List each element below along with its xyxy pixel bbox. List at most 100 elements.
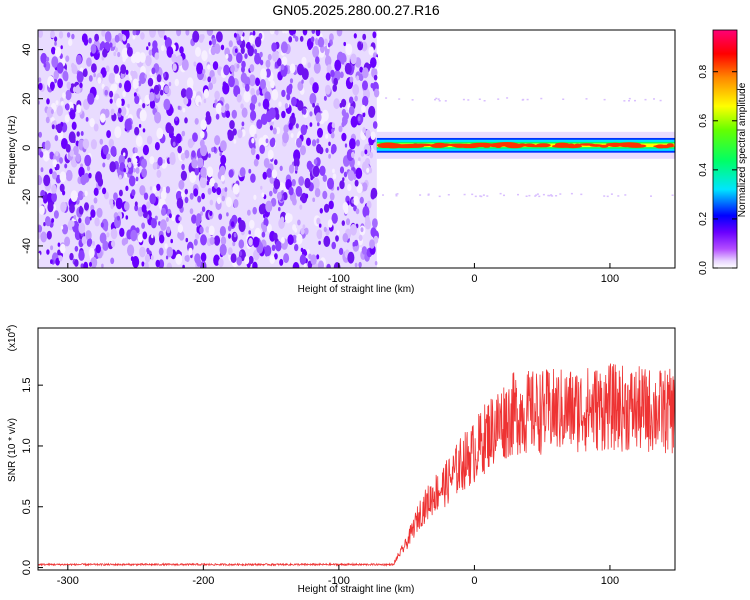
noise-speck: [253, 48, 258, 55]
y-tick-label: 0: [21, 145, 33, 151]
noise-speck: [265, 200, 273, 213]
noise-speck: [58, 255, 63, 262]
noise-speck: [321, 109, 329, 122]
noise-speck: [271, 89, 279, 101]
noise-speck: [94, 33, 99, 42]
noise-speck: [55, 257, 60, 266]
noise-speck: [325, 52, 329, 58]
noise-speck: [113, 192, 118, 201]
colorbar-tick-label: 0.4: [698, 162, 709, 176]
noise-speck: [227, 53, 233, 62]
noise-speck: [117, 51, 121, 58]
noise-speck: [65, 103, 70, 111]
x-tick-label: -200: [192, 575, 214, 587]
noise-speck: [339, 166, 345, 174]
noise-speck: [269, 255, 275, 264]
noise-speck: [110, 146, 117, 157]
noise-speck: [240, 35, 244, 42]
scatter-dot: [628, 97, 631, 100]
noise-speck: [288, 83, 293, 91]
noise-speck: [349, 76, 354, 83]
noise-speck: [339, 180, 345, 190]
noise-speck: [197, 195, 202, 203]
noise-speck: [43, 150, 50, 162]
scatter-dot: [570, 192, 573, 195]
noise-speck: [259, 79, 266, 90]
noise-speck: [165, 255, 169, 260]
scatter-dot: [474, 195, 477, 198]
noise-speck: [254, 227, 262, 239]
noise-speck: [51, 56, 59, 68]
noise-speck: [278, 207, 281, 212]
noise-speck: [192, 30, 200, 43]
noise-speck: [219, 152, 223, 157]
noise-speck: [275, 126, 281, 135]
scatter-dot: [542, 193, 545, 196]
noise-speck: [196, 258, 202, 267]
noise-speck: [166, 217, 169, 222]
noise-speck: [101, 263, 104, 268]
noise-speck: [331, 241, 337, 250]
noise-speck: [86, 165, 91, 171]
noise-speck: [333, 98, 340, 110]
noise-speck: [170, 238, 173, 244]
noise-speck: [148, 49, 153, 56]
noise-speck: [64, 236, 71, 247]
noise-speck: [219, 165, 226, 176]
noise-speck: [169, 154, 176, 166]
noise-speck: [279, 182, 285, 191]
snr-panel: -300 -200 -100 0 100 0.0 0.5 1.0 1.5 Height of …: [6, 325, 676, 595]
noise-speck: [53, 78, 58, 84]
noise-speck: [240, 103, 244, 109]
noise-speck: [149, 193, 156, 205]
scatter-dot: [528, 194, 531, 197]
noise-speck: [245, 83, 250, 92]
noise-speck: [355, 208, 360, 215]
noise-speck: [40, 167, 44, 173]
noise-speck: [314, 187, 321, 198]
noise-speck: [49, 151, 55, 160]
noise-speck: [179, 46, 184, 54]
noise-speck: [352, 84, 360, 96]
noise-speck: [236, 93, 242, 103]
noise-speck: [233, 32, 237, 38]
noise-speck: [61, 224, 69, 235]
y-tick-label: 0.0: [21, 560, 33, 575]
scatter-dot: [548, 194, 551, 197]
noise-speck: [184, 196, 189, 204]
noise-speck: [293, 149, 301, 162]
spectrogram-x-label: Height of straight line (km): [298, 284, 415, 295]
noise-speck: [118, 82, 122, 89]
noise-speck: [280, 41, 288, 54]
noise-speck: [354, 179, 359, 187]
noise-speck: [124, 80, 132, 93]
noise-speck: [362, 127, 366, 134]
noise-speck: [372, 31, 377, 39]
noise-speck: [183, 96, 189, 106]
noise-speck: [312, 165, 320, 177]
noise-speck: [100, 222, 104, 228]
noise-speck: [181, 59, 189, 71]
noise-speck: [294, 244, 299, 252]
noise-speck: [372, 142, 378, 151]
signal-peak: [468, 142, 494, 148]
noise-speck: [359, 66, 364, 73]
noise-speck: [127, 244, 135, 257]
noise-speck: [237, 129, 243, 139]
noise-speck: [251, 94, 258, 105]
x-tick-label: -100: [328, 273, 350, 285]
noise-speck: [324, 84, 331, 95]
scatter-dot: [603, 195, 606, 197]
noise-speck: [370, 191, 376, 200]
noise-speck: [238, 220, 246, 232]
noise-speck: [302, 107, 307, 115]
noise-speck: [51, 192, 57, 203]
noise-speck: [240, 72, 248, 84]
noise-speck: [106, 232, 110, 238]
snr-x-axis: -300 -200 -100 0 100: [57, 565, 619, 587]
noise-speck: [362, 80, 368, 91]
noise-speck: [39, 151, 44, 158]
noise-speck: [370, 57, 377, 68]
snr-y-label: SNR (10 * v/v): [7, 418, 18, 482]
noise-speck: [207, 187, 212, 195]
